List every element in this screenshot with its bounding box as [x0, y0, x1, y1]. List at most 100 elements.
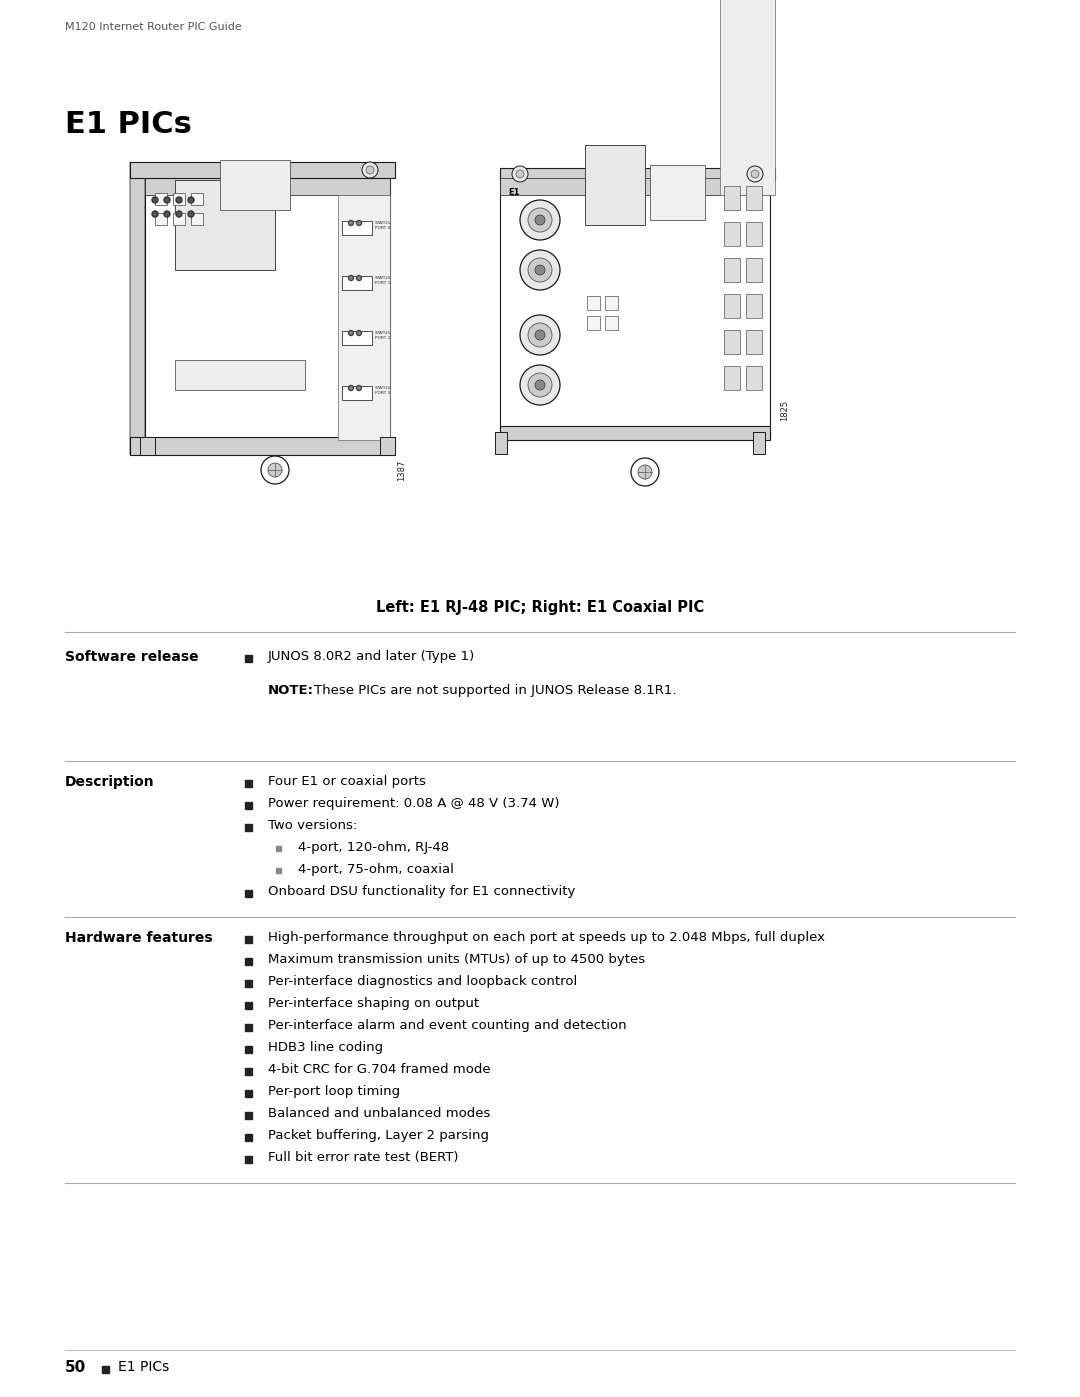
Bar: [244, 936, 252, 943]
Circle shape: [176, 211, 183, 217]
Bar: [746, 258, 762, 282]
Circle shape: [356, 386, 362, 391]
Text: These PICs are not supported in JUNOS Release 8.1R1.: These PICs are not supported in JUNOS Re…: [314, 685, 676, 697]
Bar: [102, 1365, 108, 1372]
Circle shape: [535, 330, 545, 339]
Circle shape: [519, 365, 561, 405]
Text: 1387: 1387: [397, 460, 406, 482]
Bar: [244, 1002, 252, 1009]
Bar: [244, 655, 252, 662]
Bar: [605, 316, 618, 330]
Text: Per-interface shaping on output: Per-interface shaping on output: [268, 997, 480, 1010]
Circle shape: [349, 386, 353, 391]
Text: High-performance throughput on each port at speeds up to 2.048 Mbps, full duplex: High-performance throughput on each port…: [268, 930, 825, 944]
Circle shape: [528, 208, 552, 232]
Text: Description: Description: [65, 775, 154, 789]
Circle shape: [528, 323, 552, 346]
Polygon shape: [145, 175, 390, 440]
Text: 1825: 1825: [780, 400, 789, 420]
Bar: [342, 331, 372, 345]
Bar: [500, 426, 770, 440]
Circle shape: [362, 162, 378, 177]
Bar: [244, 890, 252, 897]
Circle shape: [519, 250, 561, 291]
Bar: [244, 1090, 252, 1097]
Bar: [244, 823, 252, 830]
Circle shape: [188, 197, 194, 203]
Text: Software release: Software release: [65, 650, 199, 664]
Circle shape: [516, 170, 524, 177]
Bar: [342, 221, 372, 235]
Circle shape: [535, 215, 545, 225]
Bar: [244, 1133, 252, 1140]
Text: HDB3 line coding: HDB3 line coding: [268, 1041, 383, 1053]
Text: Full bit error rate test (BERT): Full bit error rate test (BERT): [268, 1151, 459, 1164]
Circle shape: [747, 166, 762, 182]
Text: STATUS
PORT 1: STATUS PORT 1: [375, 277, 391, 285]
Bar: [191, 193, 203, 205]
Bar: [140, 437, 156, 455]
Bar: [746, 366, 762, 390]
Circle shape: [519, 314, 561, 355]
Bar: [753, 432, 765, 454]
Bar: [244, 1112, 252, 1119]
Text: 50: 50: [65, 1361, 86, 1375]
Bar: [342, 386, 372, 400]
Bar: [495, 432, 507, 454]
Circle shape: [366, 166, 374, 175]
Text: Hardware features: Hardware features: [65, 930, 213, 944]
Circle shape: [356, 331, 362, 335]
Bar: [275, 845, 281, 851]
Text: Per-interface alarm and event counting and detection: Per-interface alarm and event counting a…: [268, 1018, 626, 1032]
Circle shape: [512, 166, 528, 182]
Bar: [175, 180, 275, 270]
Bar: [380, 437, 395, 455]
Text: E1 PICs: E1 PICs: [118, 1361, 170, 1375]
Circle shape: [356, 275, 362, 281]
Bar: [720, 0, 775, 196]
Polygon shape: [338, 196, 390, 440]
Bar: [724, 222, 740, 246]
Text: Onboard DSU functionality for E1 connectivity: Onboard DSU functionality for E1 connect…: [268, 886, 576, 898]
Bar: [746, 293, 762, 319]
Bar: [342, 277, 372, 291]
Text: STATUS
PORT 3: STATUS PORT 3: [375, 386, 391, 394]
Text: Per-interface diagnostics and loopback control: Per-interface diagnostics and loopback c…: [268, 975, 577, 988]
Bar: [244, 1067, 252, 1074]
Circle shape: [751, 170, 759, 177]
Text: JUNOS 8.0R2 and later (Type 1): JUNOS 8.0R2 and later (Type 1): [268, 650, 475, 664]
Bar: [220, 161, 291, 210]
Bar: [244, 979, 252, 986]
Bar: [244, 1155, 252, 1162]
Circle shape: [152, 211, 158, 217]
Circle shape: [638, 465, 652, 479]
Polygon shape: [130, 437, 395, 455]
Bar: [588, 296, 600, 310]
Circle shape: [631, 458, 659, 486]
Text: Two versions:: Two versions:: [268, 819, 357, 833]
Bar: [650, 165, 705, 219]
Circle shape: [188, 211, 194, 217]
Text: Balanced and unbalanced modes: Balanced and unbalanced modes: [268, 1106, 490, 1120]
Circle shape: [535, 265, 545, 275]
Bar: [244, 1045, 252, 1052]
Bar: [156, 212, 167, 225]
Polygon shape: [500, 168, 775, 180]
Text: 4-port, 120-ohm, RJ-48: 4-port, 120-ohm, RJ-48: [298, 841, 449, 854]
Bar: [156, 193, 167, 205]
Bar: [500, 177, 770, 439]
Bar: [724, 330, 740, 353]
Bar: [191, 212, 203, 225]
Bar: [746, 330, 762, 353]
Bar: [724, 258, 740, 282]
Bar: [275, 868, 281, 873]
Text: STATUS
PORT 0: STATUS PORT 0: [375, 221, 391, 229]
Polygon shape: [145, 175, 390, 196]
Text: NOTE:: NOTE:: [268, 685, 314, 697]
Bar: [724, 293, 740, 319]
Bar: [244, 780, 252, 787]
Bar: [724, 186, 740, 210]
Text: Per-port loop timing: Per-port loop timing: [268, 1085, 400, 1098]
Circle shape: [528, 258, 552, 282]
Text: E1 PICs: E1 PICs: [65, 110, 192, 138]
